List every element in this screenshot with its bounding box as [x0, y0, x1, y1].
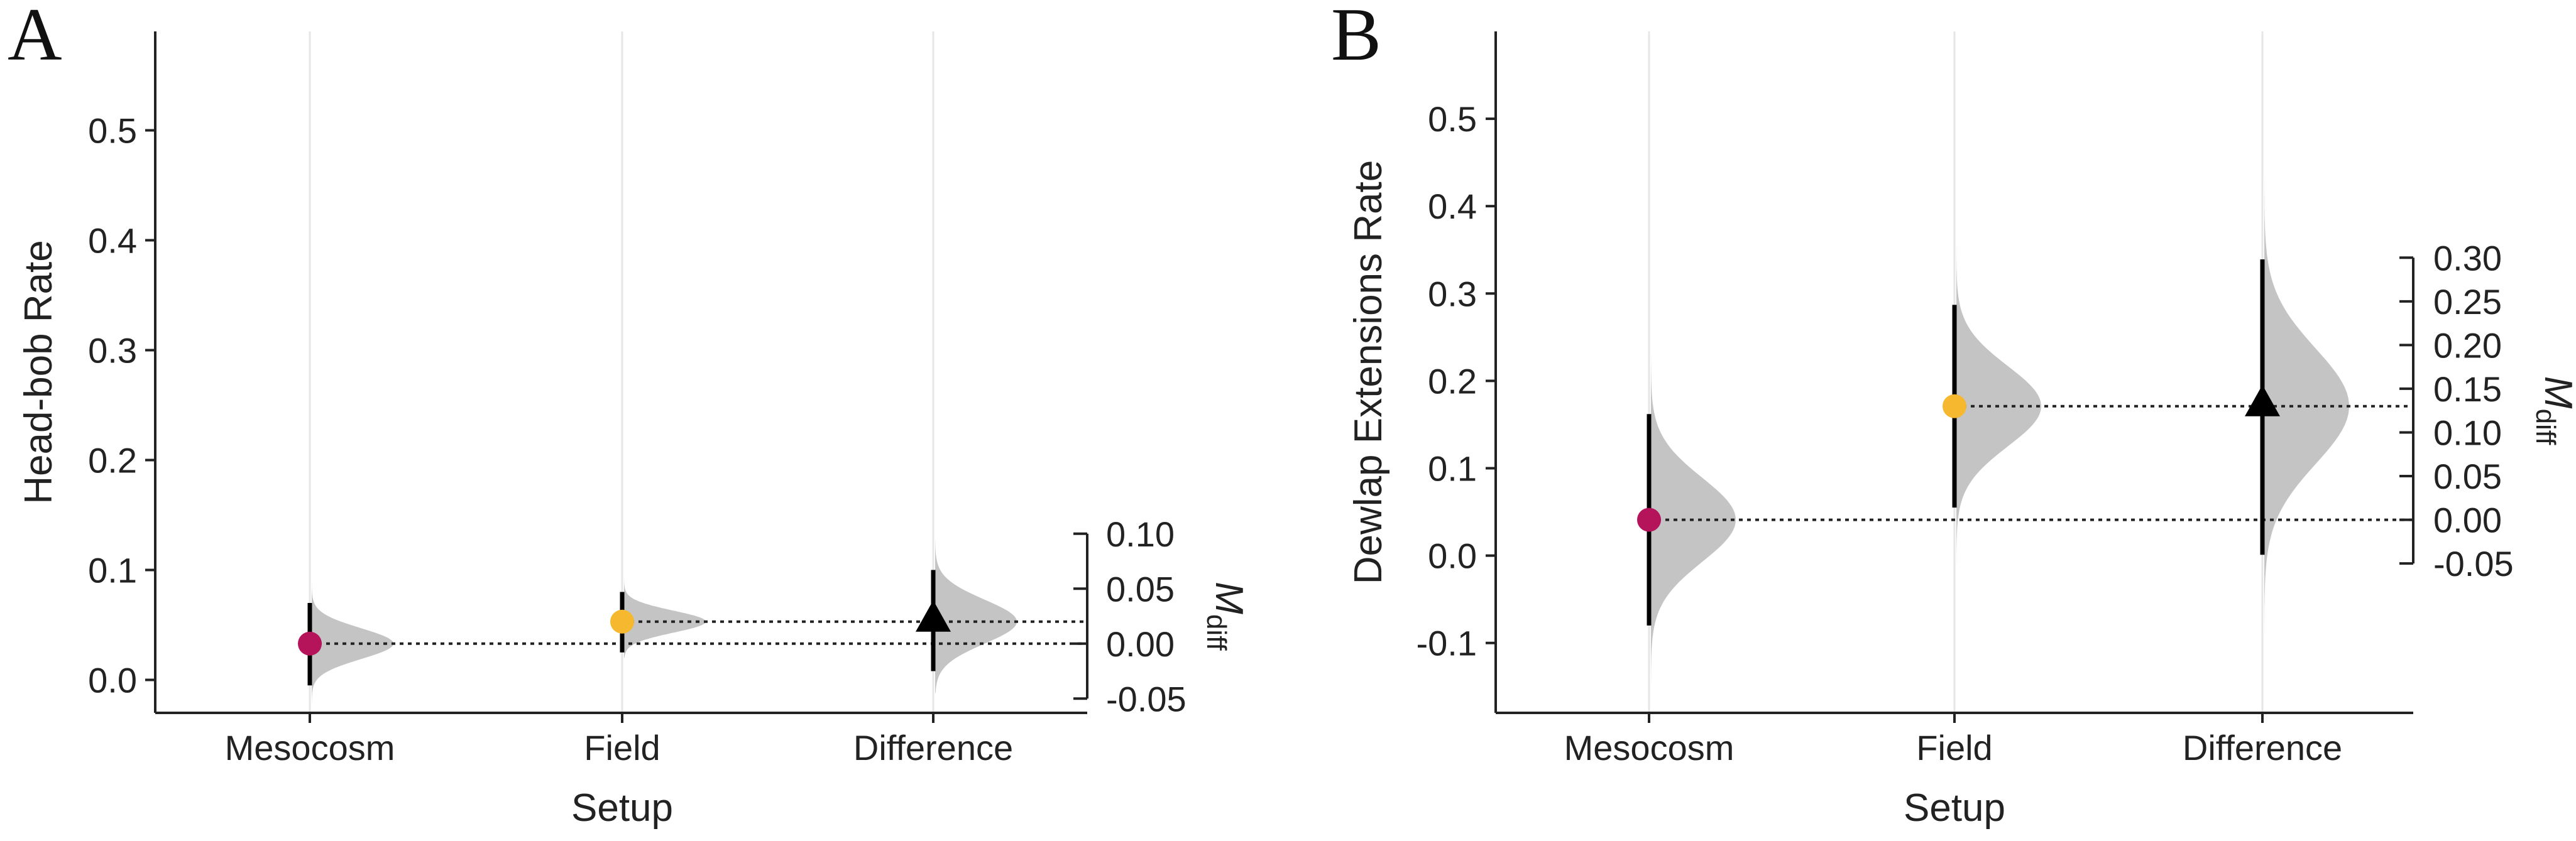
panel-a-distribution-difference [935, 539, 1017, 693]
panel-b-mean-point-field [1943, 394, 1966, 418]
panel-b-distribution-mesocosm [1651, 320, 1736, 713]
panel-a-y-tick-label: 0.2 [88, 441, 137, 480]
panel-b-letter: B [1331, 0, 1381, 76]
panel-a-mean-point-field [610, 609, 634, 634]
panel-b-y-tick-label: 0.3 [1428, 274, 1477, 313]
panel-b: B Setup Dewlap Extensions Rate Mdiff -0.… [1331, 0, 2576, 830]
panel-b-distribution-difference [2264, 74, 2349, 712]
panel-a-x-tick-label-difference: Difference [853, 728, 1013, 768]
panel-a-y-axis-title: Head-bob Rate [17, 240, 60, 504]
panel-b-y-tick-label: -0.1 [1417, 624, 1477, 663]
panel-a-y-tick-label: 0.0 [88, 661, 137, 700]
panel-a-diff-tick-label: 0.10 [1106, 514, 1175, 554]
panel-a-x-tick-label-field: Field [584, 728, 660, 768]
panel-b-y-tick-label: 0.4 [1428, 187, 1477, 226]
panel-a-diff-axis-title: Mdiff [1201, 582, 1251, 651]
panel-a-letter: A [8, 0, 62, 76]
panel-a-y-tick-label: 0.5 [88, 111, 137, 151]
panel-b-y-tick-label: 0.2 [1428, 361, 1477, 401]
panel-a-y-tick-label: 0.3 [88, 331, 137, 371]
panel-a-diff-axis-symbol: M [1207, 582, 1251, 614]
panel-b-diff-tick-label: 0.00 [2433, 501, 2502, 540]
panel-b-diff-axis-symbol: M [2536, 376, 2576, 409]
panel-a: A Setup Head-bob Rate Mdiff 0.0 0.1 0.2 0.3… [8, 0, 1251, 830]
panel-b-y-tick-label: 0.0 [1428, 536, 1477, 576]
panel-b-y-tick-label: 0.5 [1428, 99, 1477, 139]
panel-b-diff-tick-label: 0.25 [2433, 282, 2502, 322]
panel-b-difference-marker [2245, 384, 2280, 416]
panel-a-mean-point-mesocosm [298, 631, 322, 656]
panel-b-diff-tick-label: 0.10 [2433, 413, 2502, 452]
panel-b-diff-axis-subscript: diff [2530, 409, 2561, 446]
panel-a-x-tick-label-mesocosm: Mesocosm [225, 728, 395, 768]
panel-a-y-tick-label: 0.1 [88, 551, 137, 590]
panel-b-x-tick-label-difference: Difference [2183, 728, 2342, 768]
panel-b-x-tick-label-field: Field [1916, 728, 1992, 768]
panel-b-diff-tick-label: 0.05 [2433, 457, 2502, 496]
panel-a-difference-marker [916, 600, 951, 632]
panel-b-y-tick-label: 0.1 [1428, 449, 1477, 489]
panel-b-diff-tick-label: 0.30 [2433, 238, 2502, 278]
panel-a-diff-tick-label: 0.05 [1106, 569, 1175, 609]
panel-b-mean-point-mesocosm [1637, 507, 1661, 532]
panel-b-y-axis-title: Dewlap Extensions Rate [1347, 160, 1390, 584]
panel-b-diff-tick-label: 0.20 [2433, 325, 2502, 365]
panel-a-diff-tick-label: 0.00 [1106, 624, 1175, 664]
panel-b-x-tick-label-mesocosm: Mesocosm [1564, 728, 1735, 768]
panel-a-diff-axis-subscript: diff [1201, 614, 1232, 651]
panel-b-x-axis-title: Setup [1904, 786, 2005, 830]
panel-a-diff-tick-label: -0.05 [1106, 679, 1187, 719]
panel-b-diff-axis-title: Mdiff [2530, 376, 2576, 445]
panel-a-y-tick-label: 0.4 [88, 221, 137, 261]
panel-b-diff-tick-label: 0.15 [2433, 369, 2502, 409]
panel-a-x-axis-title: Setup [571, 786, 673, 830]
panel-b-diff-tick-label: -0.05 [2433, 544, 2514, 583]
panel-a-distribution-field [624, 570, 706, 658]
panel-a-distribution-mesocosm [312, 581, 393, 713]
